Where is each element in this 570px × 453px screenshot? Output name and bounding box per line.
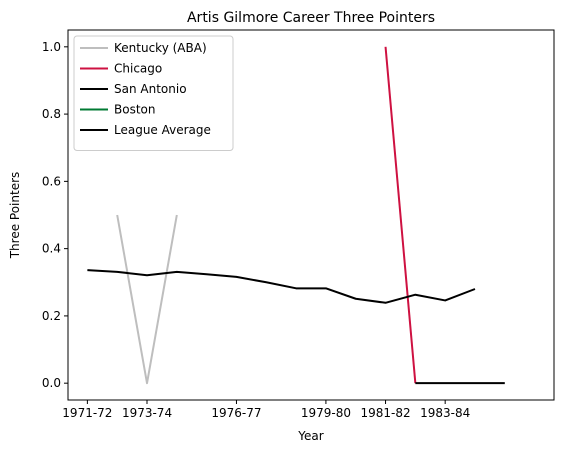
y-tick-label: 1.0 [42, 40, 61, 54]
legend: Kentucky (ABA) Chicago San Antonio Boston Le… [73, 35, 234, 151]
chart-title: Artis Gilmore Career Three Pointers [187, 10, 435, 26]
x-tick-label: 1973-74 [122, 406, 172, 420]
y-tick-label: 0.8 [42, 107, 61, 121]
x-tick-label: 1971-72 [62, 406, 112, 420]
series-line-1 [384, 46, 417, 384]
legend-label: Boston [114, 103, 155, 117]
legend-label: Kentucky (ABA) [114, 41, 207, 55]
series-line-0 [116, 214, 178, 385]
legend-box [73, 35, 234, 151]
y-tick-label: 0.4 [42, 242, 61, 256]
legend-label: League Average [114, 123, 211, 137]
series-line-4 [87, 269, 476, 304]
y-axis-label: Three Pointers [8, 172, 22, 260]
y-tick-label: 0.0 [42, 376, 61, 390]
x-axis-label: Year [297, 429, 323, 443]
x-tick-label: 1983-84 [420, 406, 470, 420]
y-tick-label: 0.2 [42, 309, 61, 323]
x-tick-label: 1979-80 [301, 406, 351, 420]
legend-label: San Antonio [114, 82, 187, 96]
x-axis: 1971-72 1973-74 1976-77 1979-80 1981-82 1983-… [62, 400, 470, 420]
y-tick-label: 0.6 [42, 174, 61, 188]
x-tick-label: 1976-77 [211, 406, 261, 420]
y-axis: 0.0 0.2 0.4 0.6 0.8 1.0 [42, 40, 68, 390]
legend-label: Chicago [114, 62, 162, 76]
plot-area [87, 46, 505, 385]
plot-frame [67, 29, 555, 401]
x-tick-label: 1981-82 [360, 406, 410, 420]
